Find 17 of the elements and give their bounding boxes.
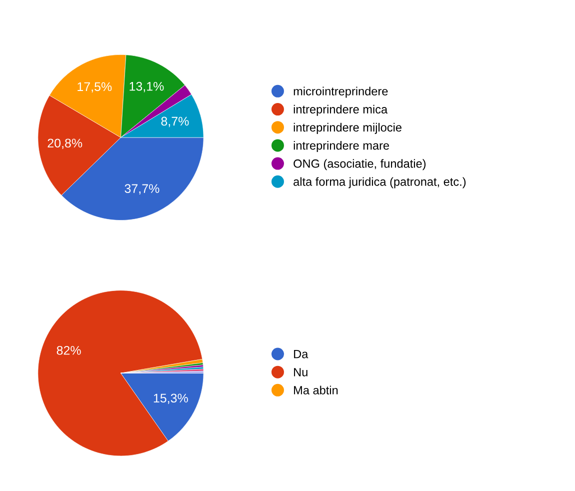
- data-label: 15,3%: [154, 394, 188, 404]
- legend-label: intreprindere mica: [294, 104, 388, 116]
- legend-label: Ma abtin: [294, 386, 338, 394]
- legend-label: intreprindere mijlocie: [294, 122, 402, 134]
- data-label: 13,1%: [130, 82, 164, 92]
- legend-label: alta forma juridica (patronat, etc.): [294, 177, 466, 188]
- legend-label: microintreprindere: [294, 86, 388, 98]
- data-label: 17,5%: [78, 82, 112, 93]
- legend-label: Da: [294, 350, 308, 358]
- pie-slice: [38, 290, 203, 456]
- data-label: 20,8%: [48, 138, 82, 150]
- legend-label: ONG (asociatie, fundatie): [294, 159, 426, 170]
- legend-label: intreprindere mare: [294, 141, 390, 152]
- data-label: 82%: [56, 346, 81, 355]
- legend-label: Nu: [294, 368, 308, 376]
- data-label: 8,7%: [161, 116, 189, 128]
- data-label: 37,7%: [124, 184, 160, 194]
